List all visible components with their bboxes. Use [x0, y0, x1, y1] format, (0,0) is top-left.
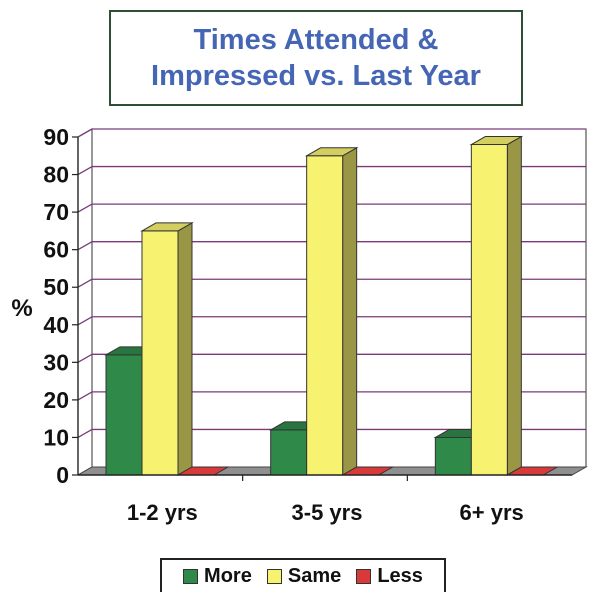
bar-same-2-side	[342, 146, 358, 476]
y-tick-label: 90	[43, 124, 69, 150]
legend-swatch-more	[183, 568, 199, 584]
gridline-side	[77, 316, 93, 326]
chart-legend: More Same Less	[160, 558, 446, 592]
legend-swatch-less	[356, 568, 372, 584]
gridline-side	[77, 203, 93, 213]
gridline-side	[77, 165, 93, 176]
y-tick-label: 50	[43, 274, 69, 300]
legend-item-more: More	[183, 565, 252, 588]
y-axis-label: %	[11, 295, 32, 322]
bar-same-3-side	[506, 135, 522, 476]
legend-swatch-same	[266, 568, 282, 584]
bar-more-3	[434, 436, 472, 476]
gridline-side	[77, 391, 93, 401]
y-tick-label: 0	[56, 462, 69, 488]
x-tick-label: 6+ yrs	[460, 500, 524, 525]
y-tick-label: 30	[43, 349, 69, 375]
bar-same-3	[470, 144, 508, 476]
gridline-side	[77, 353, 93, 363]
bar-same-1-top	[140, 222, 194, 232]
legend-item-same: Same	[266, 564, 342, 588]
chart-title-line-2: Impressed vs. Last Year	[151, 60, 481, 92]
gridline-side	[77, 128, 93, 138]
bar-same-2-top	[304, 147, 359, 157]
y-tick-label: 20	[43, 387, 69, 413]
y-tick-label: 60	[43, 237, 69, 263]
legend-item-less: Less	[356, 565, 423, 588]
bar-same-1-side	[177, 222, 193, 476]
y-tick-label: 40	[43, 312, 69, 338]
legend-label-less: Less	[377, 564, 423, 587]
y-tick-label: 70	[43, 199, 69, 225]
x-tick-label: 3-5 yrs	[292, 500, 363, 525]
gridline-side	[77, 241, 93, 251]
chart-title-line-1: Times Attended &	[193, 24, 439, 56]
x-tick-label: 1-2 yrs	[127, 500, 198, 525]
bar-same-3-top	[469, 136, 524, 146]
side-wall	[77, 128, 93, 476]
bar-more-2	[270, 429, 308, 476]
y-tick-label: 10	[43, 424, 69, 450]
bar-more-1	[105, 354, 143, 476]
y-tick-label: 80	[43, 162, 69, 188]
legend-label-more: More	[204, 564, 252, 587]
gridline-side	[77, 278, 93, 288]
chart-title-box: Times Attended & Impressed vs. Last Year	[109, 10, 523, 106]
bar-same-2	[306, 155, 344, 476]
gridline-side	[77, 428, 93, 439]
bar-same-1	[141, 230, 179, 476]
legend-label-same: Same	[287, 564, 342, 587]
